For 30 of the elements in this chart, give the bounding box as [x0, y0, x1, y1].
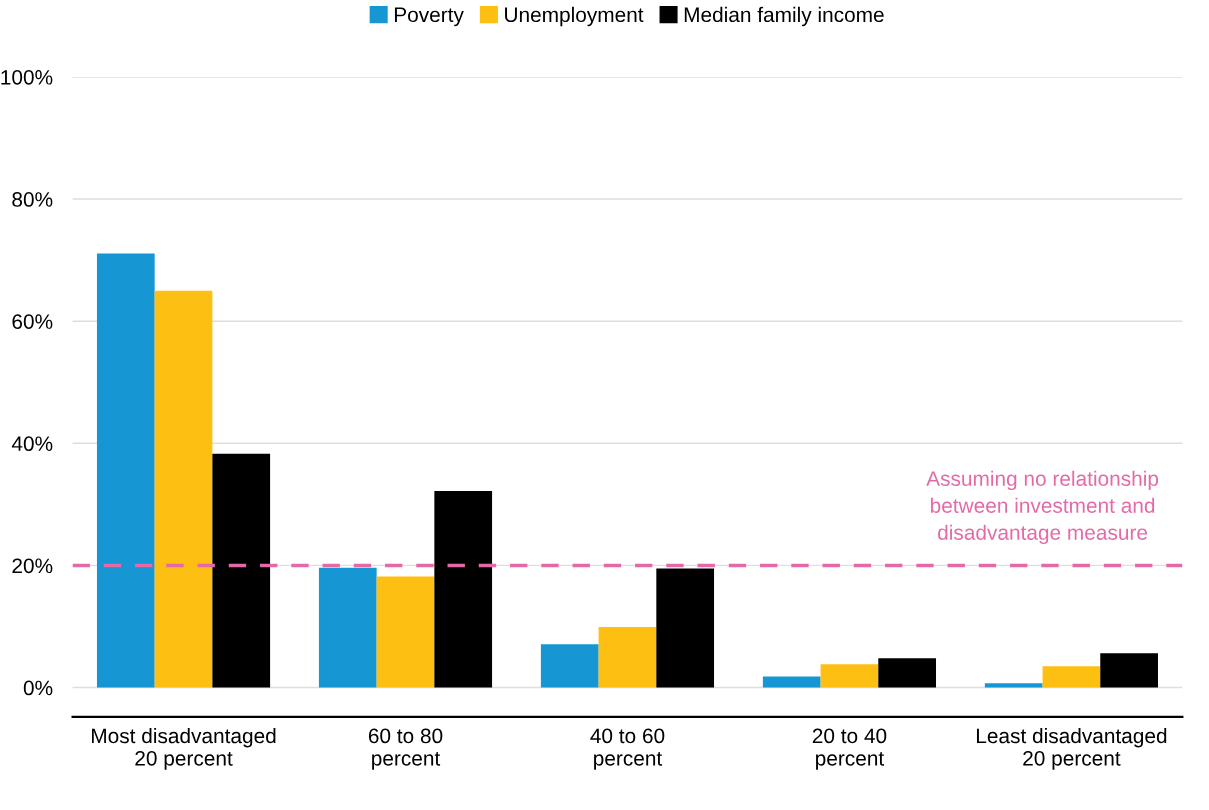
- x-tick-label: 60 to 80 percent: [368, 728, 443, 770]
- bar: [820, 664, 879, 688]
- bar: [318, 567, 377, 688]
- y-tick-label: 40%: [11, 436, 53, 452]
- bar: [984, 683, 1043, 688]
- y-tick-label: 0%: [23, 680, 53, 696]
- y-tick-label: 100%: [1, 69, 53, 85]
- legend-label: Unemployment: [505, 6, 644, 27]
- bar: [96, 253, 155, 688]
- y-tick-label: 60%: [12, 314, 53, 329]
- bar: [154, 290, 213, 688]
- y-tick-label: 20%: [12, 558, 53, 574]
- legend-label: Poverty: [394, 7, 464, 27]
- x-tick-label: 40 to 60 percent: [590, 728, 665, 770]
- bar: [1042, 666, 1101, 688]
- bar: [540, 644, 599, 688]
- legend-label: Median family income: [684, 6, 884, 27]
- bar: [762, 676, 821, 688]
- bar: [598, 627, 657, 688]
- bar: [878, 658, 937, 688]
- ref-line-label: Assuming no relationship between investment and disadvantage measure: [926, 470, 1159, 545]
- bar: [1100, 653, 1158, 688]
- y-tick-label: 80%: [12, 192, 53, 207]
- x-tick-label: Least disadvantaged 20 percent: [976, 727, 1167, 770]
- x-tick-label: Most disadvantaged 20 percent: [92, 727, 276, 770]
- bar: [656, 568, 715, 688]
- bar: [376, 576, 435, 688]
- bar: [212, 453, 271, 688]
- bar: [434, 490, 493, 688]
- x-tick-label: 20 to 40 percent: [812, 728, 887, 770]
